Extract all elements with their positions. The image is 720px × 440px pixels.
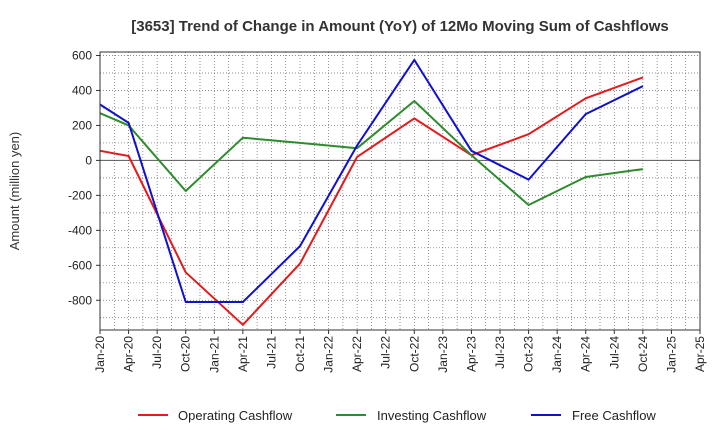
x-tick-label: Oct-22 (407, 336, 421, 372)
x-tick-label: Jul-20 (150, 336, 164, 369)
y-tick-label: -200 (68, 188, 92, 202)
x-tick-label: Apr-23 (464, 336, 478, 372)
x-tick-label: Jul-22 (379, 336, 393, 369)
y-tick-label: 400 (72, 83, 92, 97)
x-tick-label: Jan-20 (93, 336, 107, 373)
y-tick-label: -400 (68, 223, 92, 237)
x-tick-label: Jan-25 (664, 336, 678, 373)
operating-cashflow-line (99, 76, 644, 326)
x-tick-label: Oct-24 (636, 336, 650, 372)
legend: Operating Cashflow Investing Cashflow Free… (138, 408, 656, 423)
grid (100, 52, 700, 330)
x-tick-label: Jul-23 (493, 336, 507, 369)
x-tick-label: Apr-25 (693, 336, 707, 372)
investing-cashflow-line (99, 100, 644, 206)
x-tick-label: Apr-21 (236, 336, 250, 372)
y-tick-label: -600 (68, 258, 92, 272)
y-tick-label: 0 (85, 153, 92, 167)
legend-label-free-cashflow: Free Cashflow (572, 408, 656, 423)
axes: 600 400 200 0 -200 -400 -600 -800 Jan-20 Apr-20 Ju… (68, 48, 707, 372)
legend-label-operating-cashflow: Operating Cashflow (178, 408, 293, 423)
x-tick-label: Jul-21 (264, 336, 278, 369)
chart-title: [3653] Trend of Change in Amount (YoY) o… (131, 18, 669, 35)
y-tick-label: -800 (68, 293, 92, 307)
plot-frame (99, 51, 701, 331)
x-tick-label: Apr-22 (350, 336, 364, 372)
x-tick-label: Oct-23 (522, 336, 536, 372)
x-tick-label: Jan-23 (436, 336, 450, 373)
series-lines (99, 58, 644, 326)
y-axis-label: Amount (million yen) (7, 132, 22, 251)
legend-label-investing-cashflow: Investing Cashflow (377, 408, 487, 423)
x-tick-label: Jul-24 (607, 336, 621, 369)
x-tick-label: Jan-22 (322, 336, 336, 373)
x-tick-label: Apr-24 (579, 336, 593, 372)
x-tick-label: Oct-20 (179, 336, 193, 372)
x-tick-label: Jan-21 (207, 336, 221, 373)
x-tick-label: Oct-21 (293, 336, 307, 372)
y-tick-label: 200 (72, 118, 92, 132)
free-cashflow-line (99, 58, 644, 303)
x-tick-label: Jan-24 (550, 336, 564, 373)
x-tick-label: Apr-20 (122, 336, 136, 372)
y-tick-label: 600 (72, 48, 92, 62)
